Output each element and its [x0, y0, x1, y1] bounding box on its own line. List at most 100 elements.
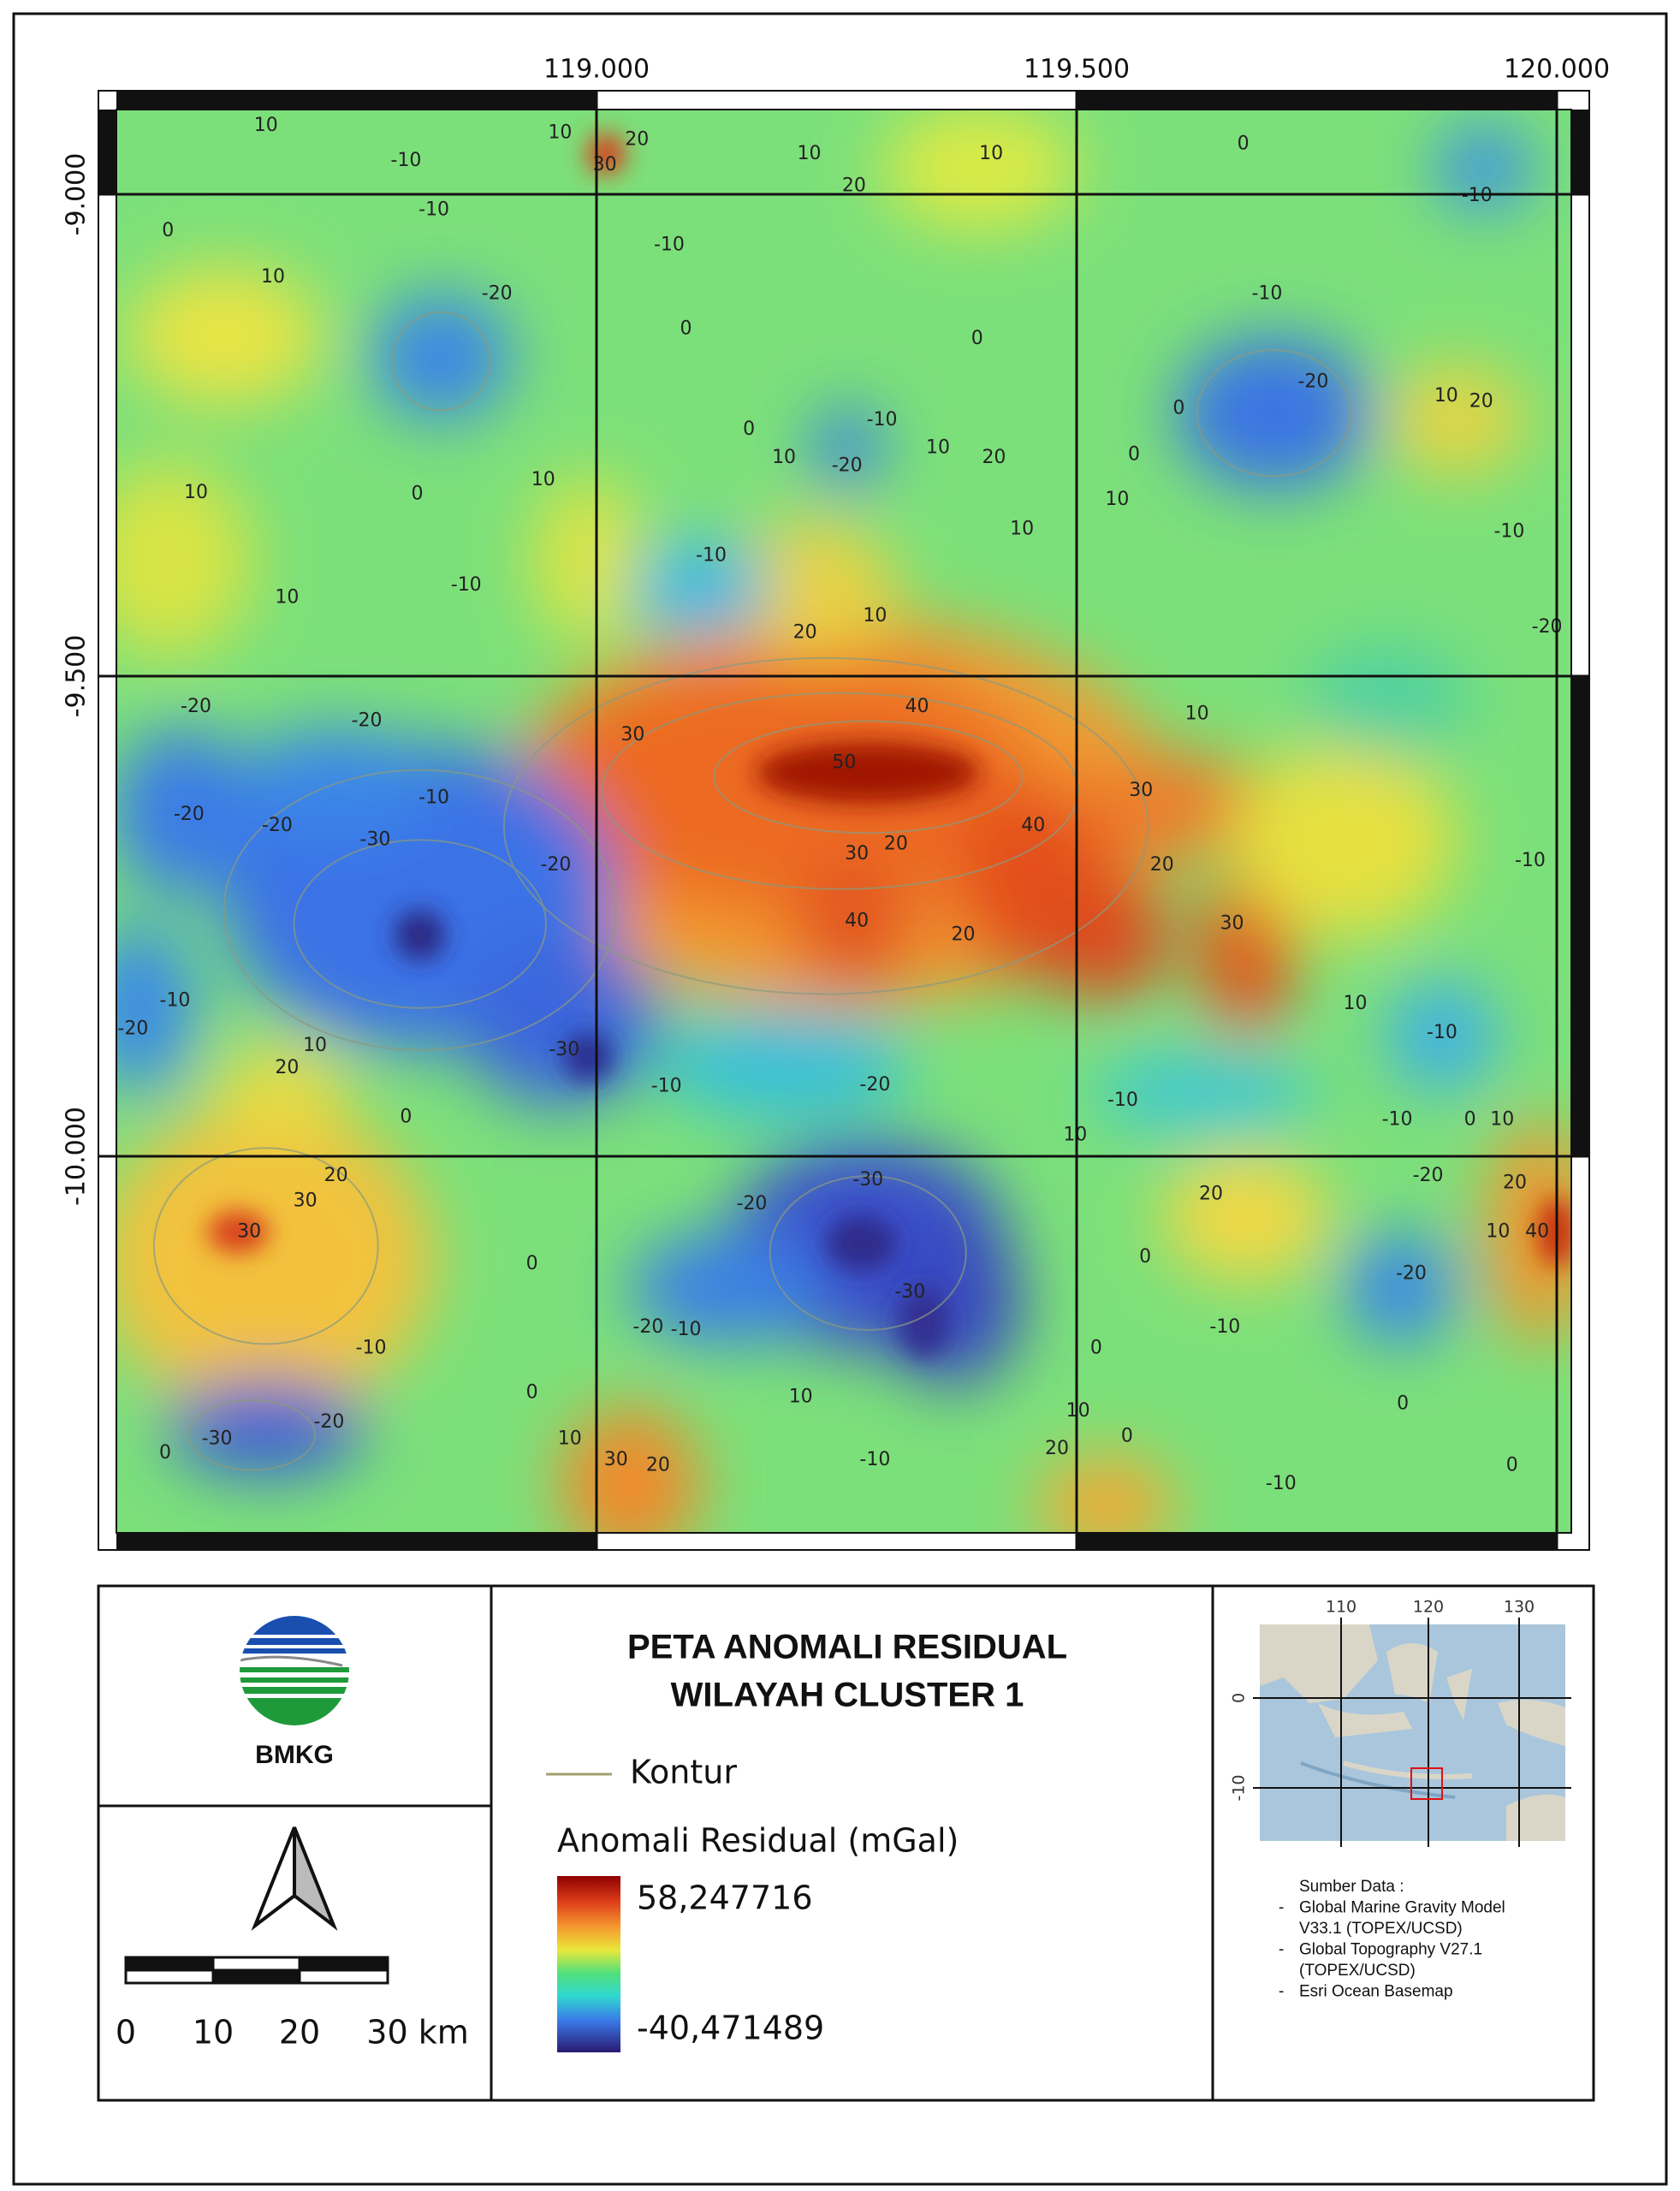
contour-line — [713, 720, 1024, 834]
contour-label: 10 — [548, 122, 572, 143]
contour-lines — [152, 311, 1352, 1471]
source-text: V33.1 (TOPEX/UCSD) — [1299, 1920, 1463, 1938]
contour-line — [601, 692, 1079, 890]
frame-segment — [1077, 91, 1557, 110]
contour-label: 10 — [1010, 518, 1034, 539]
contour-label: -10 — [867, 409, 898, 430]
field-blob — [1042, 875, 1169, 1001]
field-blob — [210, 1042, 350, 1142]
source-notes: Sumber Data :- Global Marine Gravity Mode… — [1279, 1878, 1505, 2001]
contour-label: -10 — [390, 150, 421, 171]
contour-label: -10 — [1382, 1109, 1413, 1131]
contour-label: 20 — [1469, 390, 1493, 412]
inset-label: 0 — [1230, 1693, 1249, 1703]
contour-label: 20 — [275, 1057, 299, 1078]
contour-label: 10 — [1066, 1400, 1090, 1422]
contour-label: -10 — [1427, 1022, 1457, 1043]
field-blob — [116, 1106, 435, 1415]
contour-label: 10 — [303, 1035, 327, 1056]
contour-label: -30 — [202, 1428, 233, 1450]
contour-label: 10 — [184, 482, 208, 503]
contour-line — [391, 311, 491, 412]
scale-bar — [124, 1956, 389, 1985]
contour-label: 30 — [845, 843, 869, 864]
inset-label: 120 — [1413, 1598, 1444, 1617]
contour-label: -20 — [1396, 1263, 1427, 1285]
frame-segment — [1571, 676, 1589, 1156]
contour-label: 0 — [743, 419, 755, 440]
source-bullet: - — [1279, 1983, 1284, 2001]
contour-label: 0 — [1121, 1425, 1133, 1446]
source-bullet: - — [1279, 1899, 1284, 1917]
contour-label: 20 — [1199, 1183, 1223, 1204]
contour-label: 50 — [832, 752, 856, 774]
contour-label: 10 — [558, 1428, 582, 1450]
contour-label: -20 — [352, 710, 383, 731]
contour-label: 30 — [604, 1449, 628, 1470]
contour-label: 10 — [863, 605, 887, 626]
scale-label: 20 — [279, 2014, 320, 2051]
contour-label: -10 — [1515, 850, 1546, 871]
field-blob — [1077, 756, 1274, 854]
field-blob — [882, 110, 1078, 231]
contour-label: 0 — [526, 1382, 538, 1404]
contour-label: -20 — [632, 1316, 663, 1338]
contour-label: 20 — [1045, 1438, 1069, 1459]
contour-label: 0 — [162, 220, 174, 241]
anomaly-core — [207, 133, 1571, 1358]
contour-label: -10 — [1107, 1090, 1138, 1111]
source-text: Global Topography V27.1 — [1299, 1941, 1482, 1959]
field-blob — [1176, 335, 1373, 490]
contour-label: -10 — [651, 1075, 682, 1096]
field-core — [756, 741, 981, 804]
contour-label: 10 — [531, 469, 555, 490]
field-blob — [1484, 1119, 1571, 1345]
contour-label: 0 — [1506, 1455, 1518, 1476]
contour-label: 0 — [971, 328, 983, 349]
contour-label: -10 — [1266, 1473, 1297, 1494]
field-blob — [531, 476, 644, 644]
contour-label: 10 — [254, 115, 278, 136]
source-text: Sumber Data : — [1299, 1878, 1404, 1896]
contour-label: -20 — [174, 804, 205, 825]
contour-label: 20 — [951, 924, 975, 946]
contour-label: -10 — [419, 199, 449, 220]
inset-extent — [1410, 1767, 1443, 1800]
bmkg-logo: BMKG — [240, 1616, 349, 1769]
field-core — [826, 1214, 896, 1272]
contour-label: 10 — [1486, 1221, 1510, 1243]
contour-label: 30 — [294, 1191, 318, 1212]
contour-label: -10 — [1251, 283, 1282, 305]
longitude-label: 119.000 — [543, 55, 650, 85]
contour-label: 0 — [1139, 1246, 1151, 1268]
contour-label: 0 — [1090, 1337, 1102, 1358]
contour-label: 30 — [620, 724, 644, 745]
contour-label: 10 — [275, 587, 299, 609]
field-blob — [116, 727, 252, 896]
contour-label: -30 — [852, 1169, 883, 1191]
field-blob — [1232, 741, 1457, 939]
longitude-label: 120.000 — [1504, 55, 1610, 85]
contour-label: 10 — [1490, 1109, 1514, 1131]
colorbar-max: 58,247716 — [637, 1879, 813, 1917]
scale-label: 30 km — [366, 2014, 468, 2051]
contour-label: -20 — [736, 1193, 767, 1214]
contour-label: 20 — [1150, 854, 1174, 876]
contour-label: -20 — [1297, 371, 1328, 393]
contour-label: 10 — [772, 447, 796, 468]
field-blob — [791, 861, 917, 988]
contour-label: -30 — [894, 1281, 925, 1303]
contour-label: -10 — [671, 1319, 702, 1340]
field-core — [899, 1287, 950, 1358]
field-blob — [1434, 126, 1534, 211]
field-blob — [126, 265, 323, 407]
contour-label: 10 — [979, 143, 1003, 164]
contour-label: 0 — [400, 1106, 412, 1127]
contour-label: 20 — [625, 129, 649, 151]
inset-label: -10 — [1230, 1774, 1249, 1801]
colorbar-title: Anomali Residual (mGal) — [557, 1822, 959, 1860]
field-blob — [630, 1232, 827, 1345]
field-core — [1537, 1196, 1571, 1268]
